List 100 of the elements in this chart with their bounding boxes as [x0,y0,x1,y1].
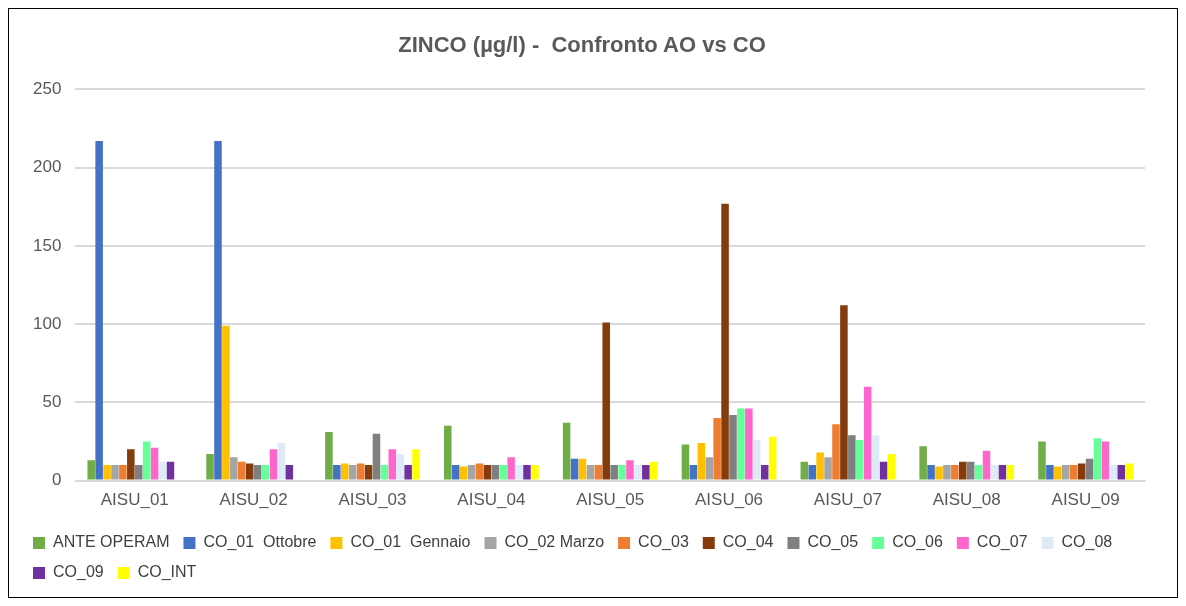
bar [919,446,927,480]
legend-label: CO_03 [638,533,689,552]
bar [412,449,420,480]
bar [634,464,642,480]
bar [689,464,698,480]
y-tick-label: 150 [32,235,62,255]
bar [871,435,880,480]
bar [1109,464,1118,480]
y-tick-label: 250 [32,79,62,99]
bar [277,443,286,480]
bar [974,464,983,480]
bar [927,464,935,480]
chart-title: ZINCO (µg/l) - Confronto AO vs CO [398,32,766,58]
bar [269,449,278,480]
bar [832,424,840,480]
bar [1054,466,1062,480]
y-tick-label: 0 [51,470,62,490]
legend-label: CO_INT [137,563,197,582]
bar [166,461,175,480]
bar [951,464,959,480]
bar [1093,438,1102,480]
legend-label: CO_08 [1061,533,1113,552]
bar [87,460,95,480]
bar [1125,463,1133,480]
bar [856,439,864,480]
bar [142,441,151,480]
bar [523,464,531,480]
bar [340,463,349,480]
bar [515,464,523,480]
bar [134,464,143,480]
x-tick-label: AISU_08 [932,490,1001,510]
bar [372,433,381,480]
legend-label: CO_04 [722,533,774,552]
bar [103,464,111,480]
bar [237,461,246,480]
bar [451,464,460,480]
bar [380,464,389,480]
bar [848,435,856,480]
bar [982,450,991,480]
bar [990,464,999,480]
bar [966,461,975,480]
y-tick-label: 50 [42,392,62,412]
bar [1085,458,1094,480]
bar [459,466,468,480]
bar [245,463,254,480]
x-tick-label: AISU_05 [576,490,645,510]
bar [483,464,492,480]
bar [578,458,587,480]
bar [475,463,484,480]
bar [760,464,769,480]
bar [721,203,729,480]
bar [388,449,397,480]
bar [222,325,230,480]
bar [768,436,777,480]
bar [261,464,270,480]
bar [214,141,222,480]
bar [729,414,737,480]
y-tick-label: 200 [32,157,62,177]
x-tick-label: AISU_02 [219,490,288,510]
bar [491,464,500,480]
bar [499,464,507,480]
bar [111,464,119,480]
bar [467,464,476,480]
bar [594,464,603,480]
bar [863,386,872,480]
legend-label: CO_05 [807,533,859,552]
bar [887,454,896,480]
bar [1062,464,1070,480]
bar [824,457,832,480]
legend-label: ANTE OPERAM [53,533,170,551]
y-tick-label: 100 [32,313,62,333]
x-tick-label: AISU_06 [695,490,764,510]
legend-label: CO_01 Gennaio [350,533,471,552]
bar [943,464,951,480]
bar [745,408,753,480]
bar [753,439,761,480]
bar [127,449,135,480]
bar [697,443,706,480]
bar [586,464,595,480]
bar [333,464,341,480]
bar [713,418,721,480]
bar [570,458,579,480]
x-tick-label: AISU_04 [457,490,526,510]
bar [650,461,658,480]
bar [158,461,167,480]
bar [253,464,262,480]
legend-label: CO_06 [892,533,943,552]
bar [1006,464,1015,480]
bar [626,460,634,480]
bar [618,464,626,480]
bar [737,408,745,480]
bar [95,141,103,480]
bar [800,461,809,480]
x-tick-label: AISU_03 [338,490,407,510]
bar [1101,441,1110,480]
bar [325,432,333,480]
bar [356,463,365,480]
bar [562,422,571,480]
legend-label: CO_07 [976,533,1028,552]
bar [840,305,848,480]
